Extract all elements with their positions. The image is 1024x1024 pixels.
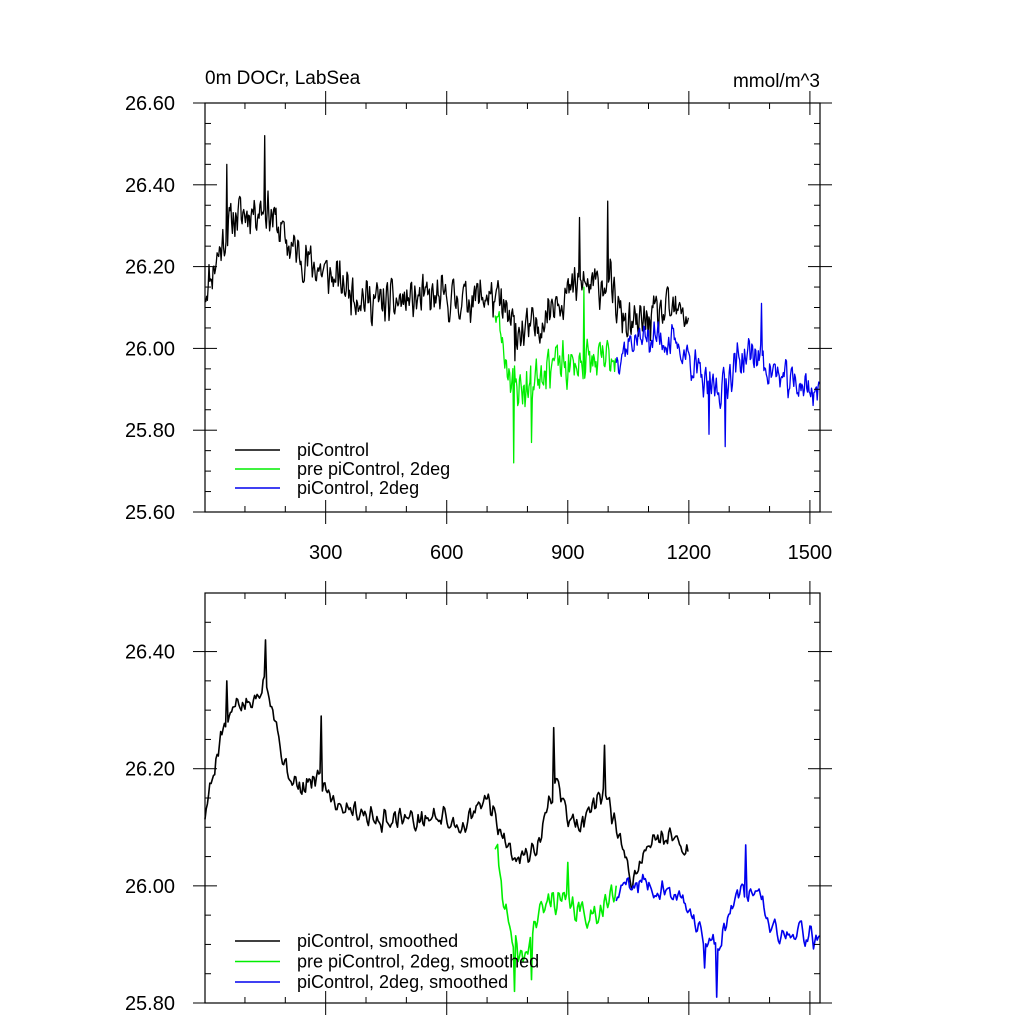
y-tick-label: 25.60	[125, 502, 175, 524]
legend-label: piControl, smoothed	[297, 931, 458, 951]
series-line-2	[494, 843, 617, 993]
x-tick-label: 1500	[788, 542, 833, 564]
y-tick-label: 26.40	[125, 642, 175, 664]
y-tick-label: 26.20	[125, 759, 175, 781]
x-tick-label: 1200	[667, 542, 712, 564]
top-panel: 25.60 25.80 26.00 26.20 26.40 26.60 300 600 900 1…	[125, 91, 832, 564]
legend-label: piControl, 2deg, smoothed	[297, 972, 508, 992]
y-tick-label: 25.80	[125, 420, 175, 442]
y-tick-label: 26.20	[125, 257, 175, 279]
legend-label: piControl	[297, 440, 369, 460]
y-tick-label: 26.00	[125, 876, 175, 898]
x-tick-label: 600	[430, 542, 463, 564]
legend-label: pre piControl, 2deg	[297, 459, 450, 479]
x-tick-label: 300	[309, 542, 342, 564]
series-line-3	[615, 844, 821, 998]
units-label: mmol/m^3	[733, 71, 820, 92]
legend-label: piControl, 2deg	[297, 478, 419, 498]
y-tick-label: 25.80	[125, 993, 175, 1015]
y-tick-label: 26.00	[125, 338, 175, 360]
chart-title: 0m DOCr, LabSea	[205, 68, 361, 89]
series-line-1	[204, 639, 689, 890]
series-line-1	[204, 135, 690, 362]
series-line-2	[494, 286, 617, 464]
x-tick-label: 900	[551, 542, 584, 564]
y-tick-label: 26.40	[125, 175, 175, 197]
legend-label: pre piControl, 2deg, smoothed	[297, 952, 539, 972]
series-line-3	[615, 302, 821, 448]
y-tick-label: 26.60	[125, 93, 175, 115]
